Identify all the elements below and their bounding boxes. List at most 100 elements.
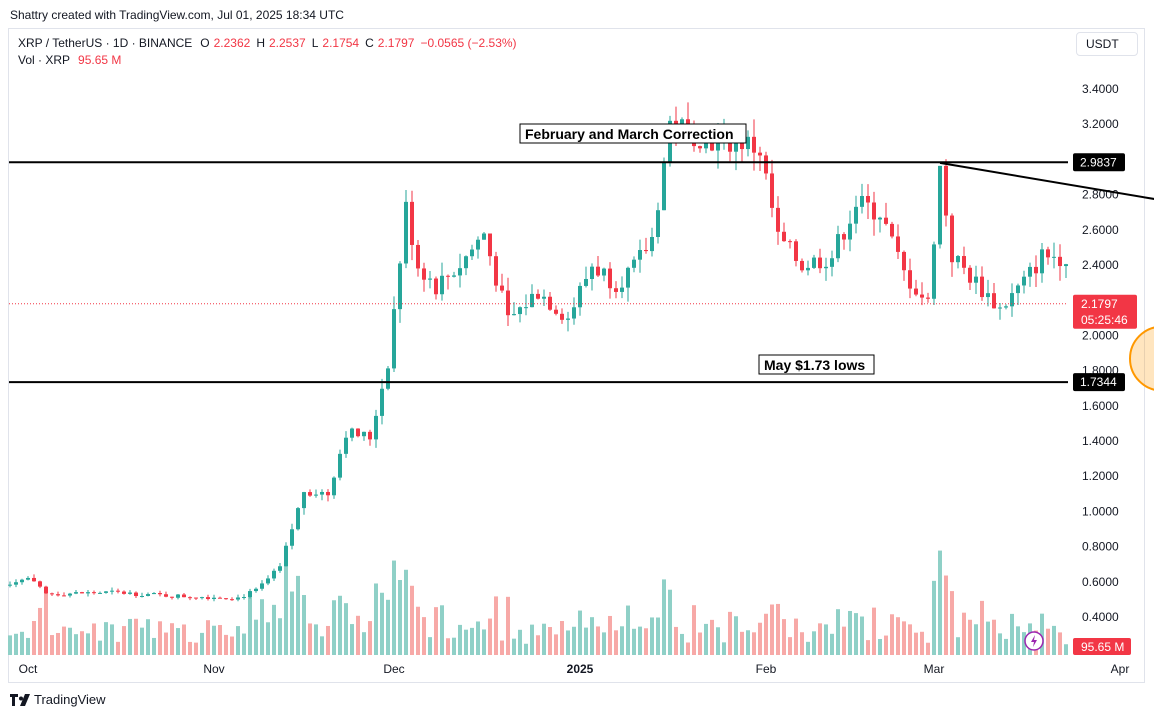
volume-bar [50,635,54,655]
candle-body [8,584,12,586]
candle-body [812,257,816,268]
candle-body [152,593,156,595]
candle-body [38,581,42,587]
volume-bar [26,637,30,655]
candle-body [872,202,876,220]
volume-bar [824,624,828,655]
volume-bar [170,623,174,655]
candle-body [314,494,318,496]
candle-body [212,597,216,600]
volume-bar [968,619,972,655]
open-value: 2.2362 [213,36,251,50]
volume-bar [914,632,918,655]
candle-body [476,239,480,250]
level-price-label: 2.9837 [1080,155,1117,169]
candle-body [278,566,282,571]
volume-bar [548,627,552,655]
candle-body [800,260,804,271]
volume-bar [500,640,504,655]
volume-bar [758,622,762,655]
volume-bar [650,617,654,655]
volume-bar [296,575,300,655]
volume-bar [740,631,744,655]
candle-body [200,597,204,599]
candle-body [932,244,936,299]
volume-bar [506,596,510,655]
volume-bar [566,630,570,655]
volume-value-label: 95.65 M [1081,640,1124,654]
last-price-label: 2.1797 [1081,297,1118,311]
volume-bar [440,605,444,655]
volume-bar [530,624,534,655]
volume-bar [998,633,1002,655]
level-price-tag [1073,153,1125,172]
candle-body [20,579,24,583]
close-label: C [365,36,374,50]
candle-body [1016,285,1020,294]
candle-body [386,368,390,389]
level-price-label: 1.7344 [1080,375,1117,389]
volume-bar [596,626,600,655]
volume-bar [434,607,438,655]
currency-selector[interactable]: USDT [1076,32,1138,56]
candle-body [752,136,756,153]
volume-bar [992,619,996,655]
volume-bar [248,594,252,655]
candle-body [764,155,768,174]
volume-bar [938,550,942,655]
candle-body [998,307,1002,309]
annotation-correction: February and March Correction [525,126,734,142]
volume-bar [902,621,906,655]
level-price-tag [1073,373,1125,392]
price-axis-tick: 1.4000 [1082,434,1119,448]
volume-bar [356,615,360,655]
volume-bar [374,583,378,655]
candle-body [1064,264,1068,267]
volume-bar [662,579,666,655]
symbol-name[interactable]: XRP / TetherUS · 1D · BINANCE [18,36,193,50]
candle-body [308,492,312,496]
highlight-circle [1129,326,1154,391]
candle-body [458,268,462,276]
volume-bar [134,618,138,655]
time-axis: OctNovDec2025FebMarAprMayJunJul [19,662,1130,676]
close-value: 2.1797 [377,36,415,50]
volume-bar [68,627,72,655]
candle-body [290,529,294,546]
volume-bar [800,632,804,655]
candle-body [104,591,108,593]
candle-body [662,161,666,211]
candle-body [902,251,906,271]
volume-bar [656,617,660,655]
candle-body [332,477,336,496]
candle-body [776,207,780,232]
candle-body [626,267,630,288]
volume-bar [842,626,846,655]
volume-bar [284,565,288,655]
tradingview-logo-icon [10,693,30,706]
volume-bar [488,618,492,655]
candle-body [224,598,228,600]
descending-trendline [939,161,1154,200]
volume-bar [950,591,954,655]
volume-bar [212,625,216,655]
volume-label[interactable]: Vol · XRP [18,53,71,67]
candle-body [182,594,186,598]
volume-bar [32,621,36,655]
candle-body [818,257,822,269]
candle-body [50,593,54,595]
candle-body [272,570,276,579]
candle-body [602,268,606,276]
volume-value-tag [1073,638,1131,655]
candle-body [236,597,240,600]
volume-bar [86,633,90,655]
volume-bar [236,626,240,655]
volume-bar [692,605,696,655]
candle-body [296,508,300,530]
candle-body [26,577,30,580]
volume-bar [962,612,966,655]
tradingview-brand[interactable]: TradingView [10,692,106,707]
candle-body [356,428,360,437]
